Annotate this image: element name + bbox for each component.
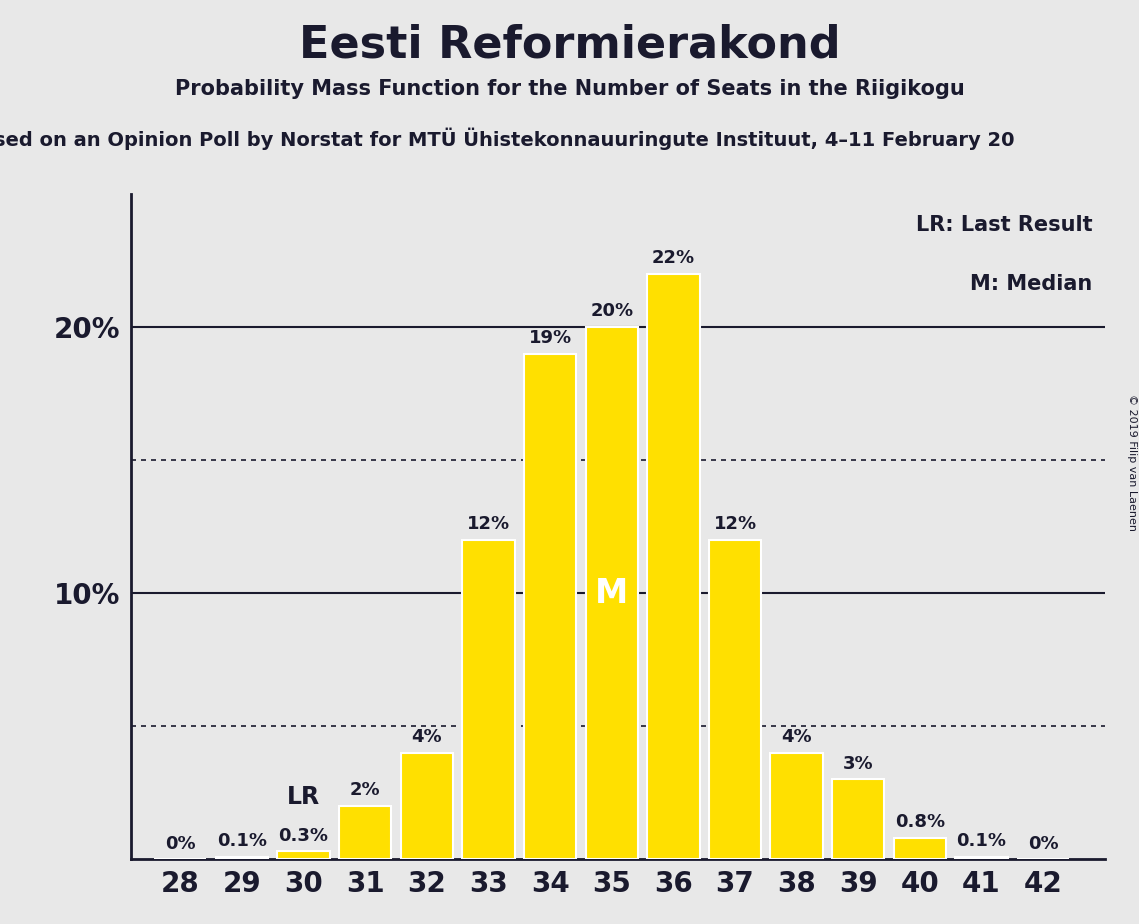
Bar	[770, 753, 822, 859]
Text: 20%: 20%	[590, 302, 633, 321]
Text: Eesti Reformierakond: Eesti Reformierakond	[298, 23, 841, 67]
Bar	[524, 354, 576, 859]
Text: 0%: 0%	[1027, 834, 1058, 853]
Bar	[894, 838, 947, 859]
Text: 3%: 3%	[843, 755, 874, 772]
Text: LR: LR	[287, 784, 320, 808]
Text: 0%: 0%	[165, 834, 196, 853]
Bar	[215, 857, 268, 859]
Text: 2%: 2%	[350, 782, 380, 799]
Text: M: Median: M: Median	[970, 274, 1092, 294]
Bar	[956, 857, 1008, 859]
Text: LR: Last Result: LR: Last Result	[916, 215, 1092, 236]
Text: 4%: 4%	[411, 728, 442, 747]
Bar	[278, 851, 330, 859]
Text: 19%: 19%	[528, 329, 572, 347]
Bar	[647, 274, 699, 859]
Text: sed on an Opinion Poll by Norstat for MTÜ Ühistekonnauuringute Instituut, 4–11 F: sed on an Opinion Poll by Norstat for MT…	[0, 128, 1015, 150]
Text: 12%: 12%	[467, 516, 510, 533]
Text: M: M	[595, 577, 629, 610]
Text: 0.1%: 0.1%	[957, 832, 1007, 850]
Text: Probability Mass Function for the Number of Seats in the Riigikogu: Probability Mass Function for the Number…	[174, 79, 965, 99]
Text: 0.8%: 0.8%	[895, 813, 945, 832]
Text: © 2019 Filip van Laenen: © 2019 Filip van Laenen	[1126, 394, 1137, 530]
Bar	[708, 540, 761, 859]
Bar	[401, 753, 453, 859]
Bar	[833, 780, 885, 859]
Text: 4%: 4%	[781, 728, 812, 747]
Text: 0.1%: 0.1%	[216, 832, 267, 850]
Bar	[339, 806, 392, 859]
Text: 12%: 12%	[713, 516, 756, 533]
Text: 22%: 22%	[652, 249, 695, 267]
Text: 0.3%: 0.3%	[279, 827, 328, 845]
Bar	[585, 327, 638, 859]
Bar	[462, 540, 515, 859]
